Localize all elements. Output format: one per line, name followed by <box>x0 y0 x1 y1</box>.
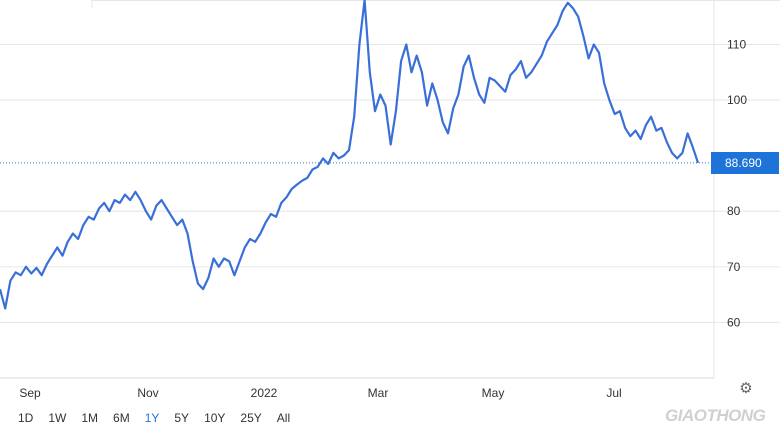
range-button-25y[interactable]: 25Y <box>240 411 262 425</box>
range-selector: 1D 1W 1M 6M 1Y 5Y 10Y 25Y All <box>10 408 297 428</box>
x-tick-label: May <box>482 386 505 400</box>
range-button-5y[interactable]: 5Y <box>174 411 190 425</box>
grid-layer <box>0 0 780 379</box>
range-button-1m[interactable]: 1M <box>81 411 99 425</box>
y-axis: 60 70 80 100 110 <box>727 37 747 329</box>
gear-icon[interactable]: ⚙ <box>739 380 753 397</box>
range-button-1y[interactable]: 1Y <box>144 411 160 425</box>
y-tick-label: 110 <box>727 37 746 51</box>
range-button-6m[interactable]: 6M <box>113 411 130 425</box>
x-tick-label: Jul <box>606 386 621 400</box>
last-value-label: 88.690 <box>711 151 779 174</box>
x-tick-label: 2022 <box>251 386 278 400</box>
range-button-10y[interactable]: 10Y <box>204 411 226 425</box>
x-tick-label: Mar <box>368 386 389 400</box>
series-line-layer <box>0 0 712 310</box>
watermark: GIAOTHONG <box>665 406 766 425</box>
y-tick-label: 60 <box>727 315 741 329</box>
x-tick-label: Sep <box>19 386 41 400</box>
x-tick-label: Nov <box>137 386 158 400</box>
y-tick-label: 100 <box>727 93 747 107</box>
range-button-1d[interactable]: 1D <box>18 411 34 425</box>
range-button-1w[interactable]: 1W <box>48 411 67 425</box>
y-tick-label: 70 <box>727 260 741 274</box>
x-axis: Sep Nov 2022 Mar May Jul <box>19 386 621 400</box>
range-button-all[interactable]: All <box>276 411 291 425</box>
y-tick-label: 80 <box>727 204 741 218</box>
series-line <box>0 0 700 310</box>
